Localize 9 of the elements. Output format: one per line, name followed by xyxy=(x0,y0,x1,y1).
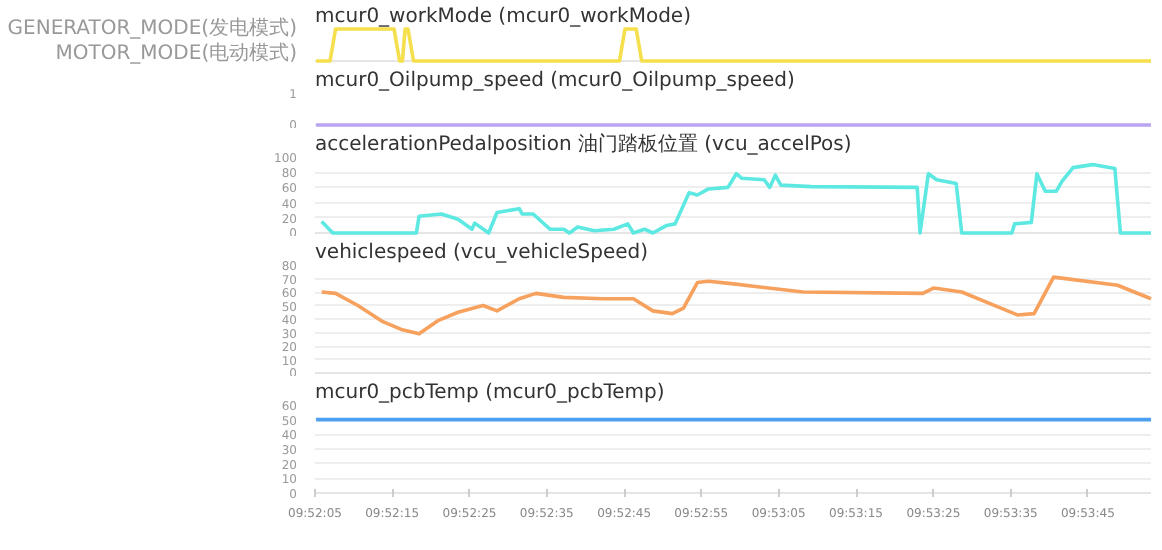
category-label: MOTOR_MODE(电动模式) xyxy=(55,43,298,65)
chart-title: accelerationPedalposition 油门踏板位置 (vcu_accelPos) xyxy=(315,132,852,156)
line-series xyxy=(319,275,1153,336)
chart-title: mcur0_pcbTemp (mcur0_pcbTemp) xyxy=(315,382,665,404)
chart-title: mcur0_Oilpump_speed (mcur0_Oilpump_speed) xyxy=(315,70,796,92)
line-series xyxy=(319,162,1153,235)
chart-title: mcur0_workMode (mcur0_workMode) xyxy=(315,6,692,28)
category-label: GENERATOR_MODE(发电模式) xyxy=(7,18,298,40)
chart-title: vehiclespeed (vcu_vehicleSpeed) xyxy=(315,242,649,264)
